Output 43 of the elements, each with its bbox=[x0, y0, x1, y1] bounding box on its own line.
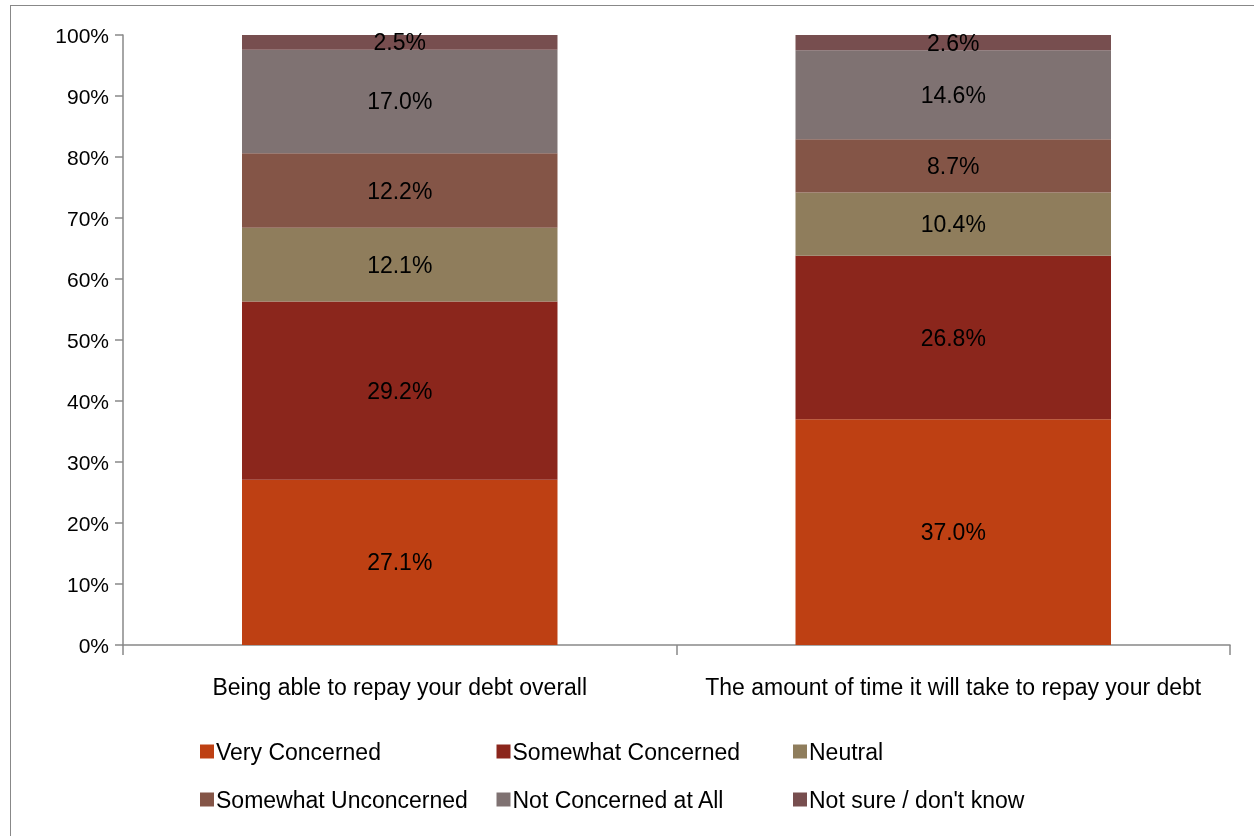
legend-label: Not sure / don't know bbox=[809, 786, 1025, 813]
data-label: 29.2% bbox=[367, 377, 433, 404]
bar bbox=[795, 139, 1111, 193]
y-tick-label: 20% bbox=[66, 511, 109, 535]
x-tick-label: Being able to repay your debt overall bbox=[212, 673, 588, 700]
legend-label: Somewhat Concerned bbox=[512, 738, 741, 765]
y-tick-label: 40% bbox=[66, 389, 109, 413]
y-tick-label: 90% bbox=[66, 84, 109, 108]
data-label: 10.4% bbox=[920, 211, 986, 238]
legend-label: Very Concerned bbox=[216, 738, 381, 765]
bar bbox=[795, 255, 1111, 420]
legend-label: Neutral bbox=[809, 738, 884, 765]
y-tick-label: 0% bbox=[78, 633, 109, 657]
data-label: 14.6% bbox=[920, 81, 986, 108]
bar bbox=[242, 227, 558, 302]
y-tick-label: 60% bbox=[66, 267, 109, 291]
bar bbox=[795, 192, 1111, 256]
data-label: 8.7% bbox=[927, 152, 980, 179]
bar bbox=[795, 419, 1111, 645]
bar bbox=[242, 153, 558, 228]
bar bbox=[242, 49, 558, 154]
bar bbox=[795, 50, 1111, 140]
data-label: 12.2% bbox=[367, 177, 433, 204]
data-label: 2.6% bbox=[927, 29, 980, 56]
y-tick-label: 70% bbox=[66, 206, 109, 230]
bar bbox=[242, 479, 558, 645]
legend-label: Somewhat Unconcerned bbox=[216, 786, 468, 813]
bar bbox=[242, 35, 558, 50]
x-tick-label: The amount of time it will take to repay your debt bbox=[705, 673, 1202, 700]
data-label: 27.1% bbox=[367, 549, 433, 576]
y-tick-label: 50% bbox=[66, 328, 109, 352]
y-tick-label: 100% bbox=[55, 23, 109, 47]
data-label: 17.0% bbox=[367, 88, 433, 115]
y-tick-label: 30% bbox=[66, 450, 109, 474]
data-label: 26.8% bbox=[920, 324, 986, 351]
y-tick-label: 10% bbox=[66, 572, 109, 596]
legend-label: Not Concerned at All bbox=[512, 786, 724, 813]
bar bbox=[242, 301, 558, 480]
bar bbox=[795, 35, 1111, 51]
data-label: 12.1% bbox=[367, 251, 433, 278]
data-label: 2.5% bbox=[373, 29, 426, 56]
data-label: 37.0% bbox=[920, 519, 986, 546]
y-tick-label: 80% bbox=[66, 145, 109, 169]
